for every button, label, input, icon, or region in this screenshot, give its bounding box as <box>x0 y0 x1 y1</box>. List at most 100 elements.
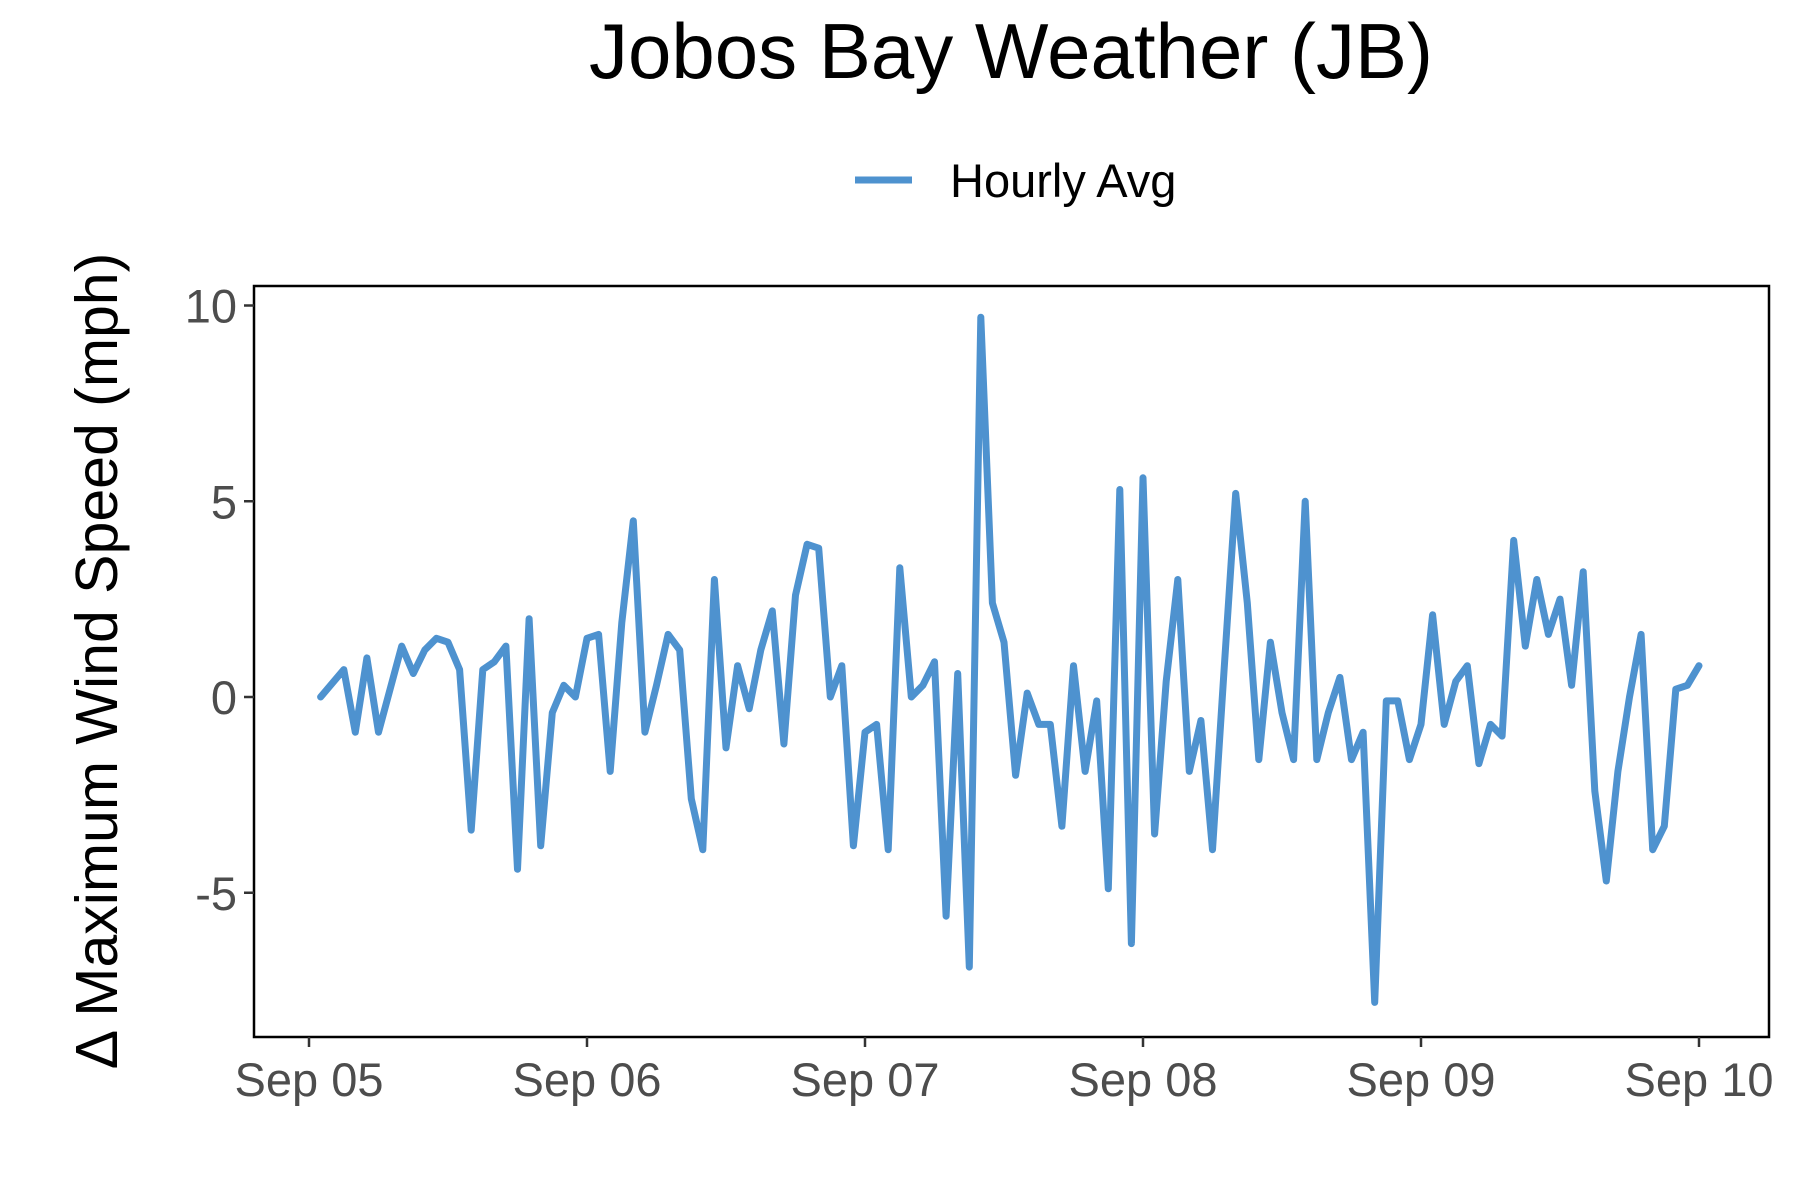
series-points-hourly-avg <box>319 315 1701 1004</box>
data-point <box>1396 699 1400 703</box>
data-point <box>1095 699 1099 703</box>
data-point <box>805 542 809 546</box>
data-point <box>377 730 380 734</box>
x-tick-label: Sep 05 <box>235 1053 384 1106</box>
data-point <box>851 844 855 848</box>
data-point <box>1268 640 1272 644</box>
data-point <box>1558 597 1562 601</box>
data-point <box>1697 664 1701 668</box>
data-point <box>608 769 612 773</box>
chart-title: Jobos Bay Weather (JB) <box>589 7 1433 95</box>
legend-label-hourly-avg: Hourly Avg <box>950 154 1176 207</box>
data-point <box>1292 758 1296 762</box>
data-point <box>1662 824 1666 828</box>
data-point <box>944 914 948 918</box>
data-point <box>620 621 624 625</box>
data-point <box>886 848 890 852</box>
data-point <box>597 632 601 636</box>
data-point <box>562 683 566 687</box>
y-tick-label: 0 <box>211 671 237 724</box>
data-point <box>1234 491 1238 495</box>
data-point <box>1199 719 1203 722</box>
data-point <box>1407 758 1411 762</box>
data-point <box>759 648 763 652</box>
data-point <box>921 683 925 687</box>
data-point <box>1176 578 1180 581</box>
data-point <box>701 848 705 852</box>
data-point <box>1118 488 1122 491</box>
data-point <box>1048 722 1052 726</box>
data-point <box>1477 762 1481 766</box>
data-point <box>1384 699 1388 703</box>
data-point <box>1153 832 1157 836</box>
data-point <box>909 695 913 699</box>
data-point <box>539 844 543 848</box>
x-tick-label: Sep 07 <box>791 1053 940 1106</box>
data-point <box>573 695 577 699</box>
data-point <box>1593 789 1597 793</box>
y-axis-label: Δ Maximum Wind Speed (mph) <box>64 253 130 1070</box>
data-point <box>1072 664 1075 668</box>
data-point <box>1338 675 1342 679</box>
data-point <box>1651 848 1655 852</box>
data-point <box>1674 687 1678 691</box>
x-tick-label: Sep 10 <box>1625 1053 1774 1106</box>
data-point <box>747 707 751 711</box>
data-point <box>1002 640 1006 644</box>
data-point <box>1628 695 1631 699</box>
data-point <box>678 648 682 652</box>
data-point <box>1211 848 1214 852</box>
data-point <box>1326 711 1330 715</box>
data-point <box>319 695 323 699</box>
data-point <box>794 593 797 597</box>
x-tick-label: Sep 09 <box>1347 1053 1496 1106</box>
data-point <box>492 660 496 664</box>
data-point <box>712 578 716 581</box>
plot-panel <box>252 284 1771 1039</box>
y-tick-label: 10 <box>185 280 237 333</box>
data-point <box>1187 769 1191 773</box>
data-point <box>817 546 821 550</box>
data-point <box>655 683 658 687</box>
data-point <box>434 636 438 640</box>
data-point <box>863 730 867 734</box>
data-point <box>1500 734 1504 738</box>
series-line-hourly-avg <box>317 313 1703 1006</box>
data-point <box>1581 570 1585 574</box>
data-point <box>875 722 879 726</box>
data-point <box>1604 879 1608 883</box>
x-axis-ticks: Sep 05 Sep 06 Sep 07 Sep 08 Sep 09 Sep 10 <box>235 1037 1774 1106</box>
y-tick-label: -5 <box>195 867 237 920</box>
data-point <box>1454 679 1458 683</box>
data-point <box>585 636 589 640</box>
data-point <box>365 656 369 660</box>
data-point <box>1639 632 1643 636</box>
data-point <box>1037 722 1041 726</box>
data-point <box>1442 722 1446 726</box>
data-point <box>1350 758 1353 762</box>
x-tick-label: Sep 06 <box>513 1053 662 1106</box>
data-point <box>770 609 774 613</box>
data-point <box>1361 730 1365 734</box>
data-point <box>353 730 357 734</box>
data-point <box>1303 499 1307 503</box>
data-point <box>1523 644 1527 648</box>
data-point <box>1014 773 1018 777</box>
data-point <box>1106 887 1110 891</box>
data-point <box>956 672 960 675</box>
data-point <box>527 617 531 621</box>
data-point <box>631 519 635 523</box>
data-point <box>933 660 936 664</box>
y-axis-ticks: -5 0 5 10 <box>185 280 254 920</box>
data-point <box>1685 683 1689 687</box>
data-point <box>504 644 508 648</box>
data-point <box>1025 691 1029 695</box>
data-point <box>1373 1000 1377 1004</box>
data-point <box>342 668 346 672</box>
data-point <box>1280 711 1284 715</box>
data-point <box>446 640 450 644</box>
data-point <box>967 965 971 969</box>
data-point <box>481 668 485 672</box>
